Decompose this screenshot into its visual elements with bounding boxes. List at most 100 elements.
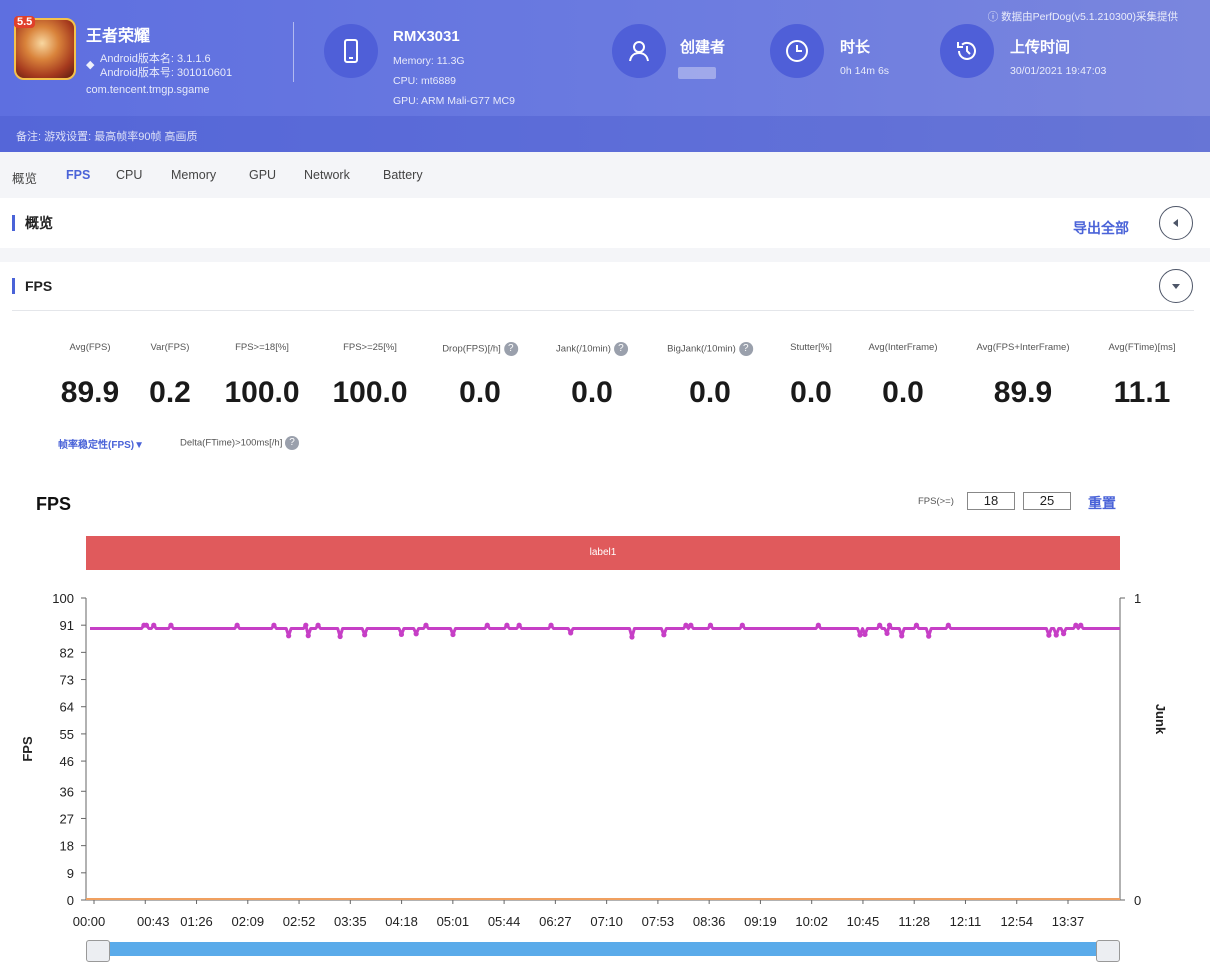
scrollbar-track[interactable]	[86, 942, 1120, 956]
fps-point	[815, 622, 821, 628]
collapse-down-button[interactable]	[1159, 269, 1193, 303]
stat-value: 100.0	[224, 376, 300, 409]
fps-point	[913, 622, 920, 628]
fps-point	[413, 631, 419, 637]
android-version-name: Android版本名: 3.1.1.6	[100, 53, 211, 65]
y-tick-label: 36	[60, 784, 74, 799]
stability-dropdown[interactable]: 帧率稳定性(FPS)▼	[58, 440, 145, 451]
stat-value: 89.9	[60, 376, 120, 409]
label-bar[interactable]: label1	[86, 536, 1120, 570]
help-icon[interactable]: ?	[284, 436, 299, 450]
stat-label: Avg(FTime)[ms]	[1108, 342, 1175, 353]
fps-point	[168, 622, 174, 628]
reset-button[interactable]: 重置	[1088, 495, 1116, 511]
tab-fps[interactable]: FPS	[66, 168, 91, 182]
tab-cpu[interactable]: CPU	[116, 168, 143, 182]
stat-label-text: BigJank(/10min)	[667, 343, 736, 355]
fps-point	[303, 622, 309, 628]
help-icon[interactable]: ?	[613, 342, 628, 356]
x-tick-label: 11:28	[898, 914, 930, 929]
x-tick-label: 05:01	[437, 914, 470, 929]
stat-label: BigJank(/10min)?	[667, 342, 753, 356]
fps-point	[1053, 632, 1059, 638]
tab-gpu[interactable]: GPU	[249, 168, 277, 182]
app-version-badge: 5.5	[14, 16, 36, 28]
scrollbar-handle-left[interactable]	[86, 940, 110, 962]
fps-point	[886, 622, 893, 628]
stat-label-text: Avg(InterFrame)	[868, 342, 938, 353]
tab-memory[interactable]: Memory	[171, 168, 217, 182]
clock-icon	[770, 24, 824, 78]
fps-point	[629, 634, 635, 640]
caret-left-icon	[1173, 219, 1178, 227]
android-diamond-icon: ◆	[86, 59, 95, 71]
android-version-code: Android版本号: 301010601	[100, 67, 233, 79]
y2-tick-label: 0	[1134, 893, 1141, 908]
fps-point	[286, 633, 292, 639]
stat-label: Jank(/10min)?	[556, 342, 628, 356]
x-tick-label: 13:37	[1052, 914, 1085, 929]
stat-label-text: Jank(/10min)	[556, 343, 611, 355]
user-icon	[612, 24, 666, 78]
x-tick-label: 07:10	[590, 914, 623, 929]
stat-label: Avg(FPS)	[69, 342, 110, 353]
tab-network[interactable]: Network	[304, 168, 350, 182]
y-tick-label: 82	[60, 645, 74, 660]
device-model: RMX3031	[393, 28, 460, 45]
device-memory: Memory: 11.3G	[393, 55, 465, 67]
fps-point	[423, 622, 429, 628]
history-icon	[940, 24, 994, 78]
tab-overview[interactable]: 概览	[12, 172, 38, 186]
chart-zoom-scrollbar[interactable]	[86, 940, 1120, 962]
creator-value-redacted	[678, 67, 716, 79]
overview-title: 概览	[12, 215, 53, 231]
remark-text: 备注: 游戏设置: 最高帧率90帧 高画质	[16, 131, 198, 143]
fps-point	[516, 622, 522, 628]
fps-point	[707, 622, 714, 628]
duration-title: 时长	[840, 39, 871, 56]
threshold-input-2[interactable]: 25	[1023, 492, 1071, 510]
stat-value: 0.0	[689, 376, 731, 409]
y-tick-label: 73	[60, 673, 74, 688]
x-tick-label: 03:35	[334, 914, 367, 929]
scrollbar-handle-right[interactable]	[1096, 940, 1120, 962]
help-icon[interactable]: ?	[738, 342, 753, 356]
stat-label-text: Avg(FPS)	[69, 342, 111, 353]
y2-axis-label: Junk	[1153, 704, 1168, 735]
export-all-button[interactable]: 导出全部	[1073, 220, 1129, 236]
fps-point	[450, 631, 456, 638]
section-divider	[12, 310, 1194, 311]
app-icon: 5.5	[14, 16, 76, 80]
fps-point	[1046, 632, 1052, 638]
app-name: 王者荣耀	[86, 28, 151, 45]
x-tick-label: 08:36	[693, 914, 726, 929]
phone-icon	[324, 24, 378, 78]
x-tick-label: 12:54	[1000, 914, 1033, 929]
x-tick-label: 02:52	[283, 914, 316, 929]
delta-ftime-text: Delta(FTime)>100ms[/h]	[180, 437, 283, 449]
fps-point	[151, 622, 157, 628]
fps-point	[857, 632, 863, 638]
fps-point	[271, 622, 277, 628]
stat-label: Avg(InterFrame)	[869, 342, 938, 353]
x-tick-label: 10:45	[847, 914, 880, 929]
chart-title: FPS	[36, 494, 72, 514]
collapse-left-button[interactable]	[1159, 206, 1193, 240]
duration-value: 0h 14m 6s	[840, 65, 890, 77]
stat-label: Var(FPS)	[151, 342, 190, 353]
stat-value: 89.9	[993, 376, 1053, 409]
threshold-input-1[interactable]: 18	[967, 492, 1015, 510]
fps-point	[1060, 631, 1067, 637]
y-tick-label: 91	[60, 618, 74, 633]
stat-value: 100.0	[332, 376, 408, 409]
metric-tabs: 概览 FPS CPU Memory GPU Network Battery	[0, 152, 1210, 198]
stat-value: 0.0	[790, 376, 832, 409]
tab-battery[interactable]: Battery	[383, 168, 423, 182]
stat-label: Stutter[%]	[790, 342, 832, 353]
y-tick-label: 9	[67, 866, 74, 881]
stat-value: 0.2	[149, 376, 191, 409]
help-icon[interactable]: ?	[503, 342, 518, 356]
y-tick-label: 100	[52, 591, 74, 606]
caret-down-icon	[1172, 284, 1180, 289]
fps-point	[337, 633, 343, 640]
